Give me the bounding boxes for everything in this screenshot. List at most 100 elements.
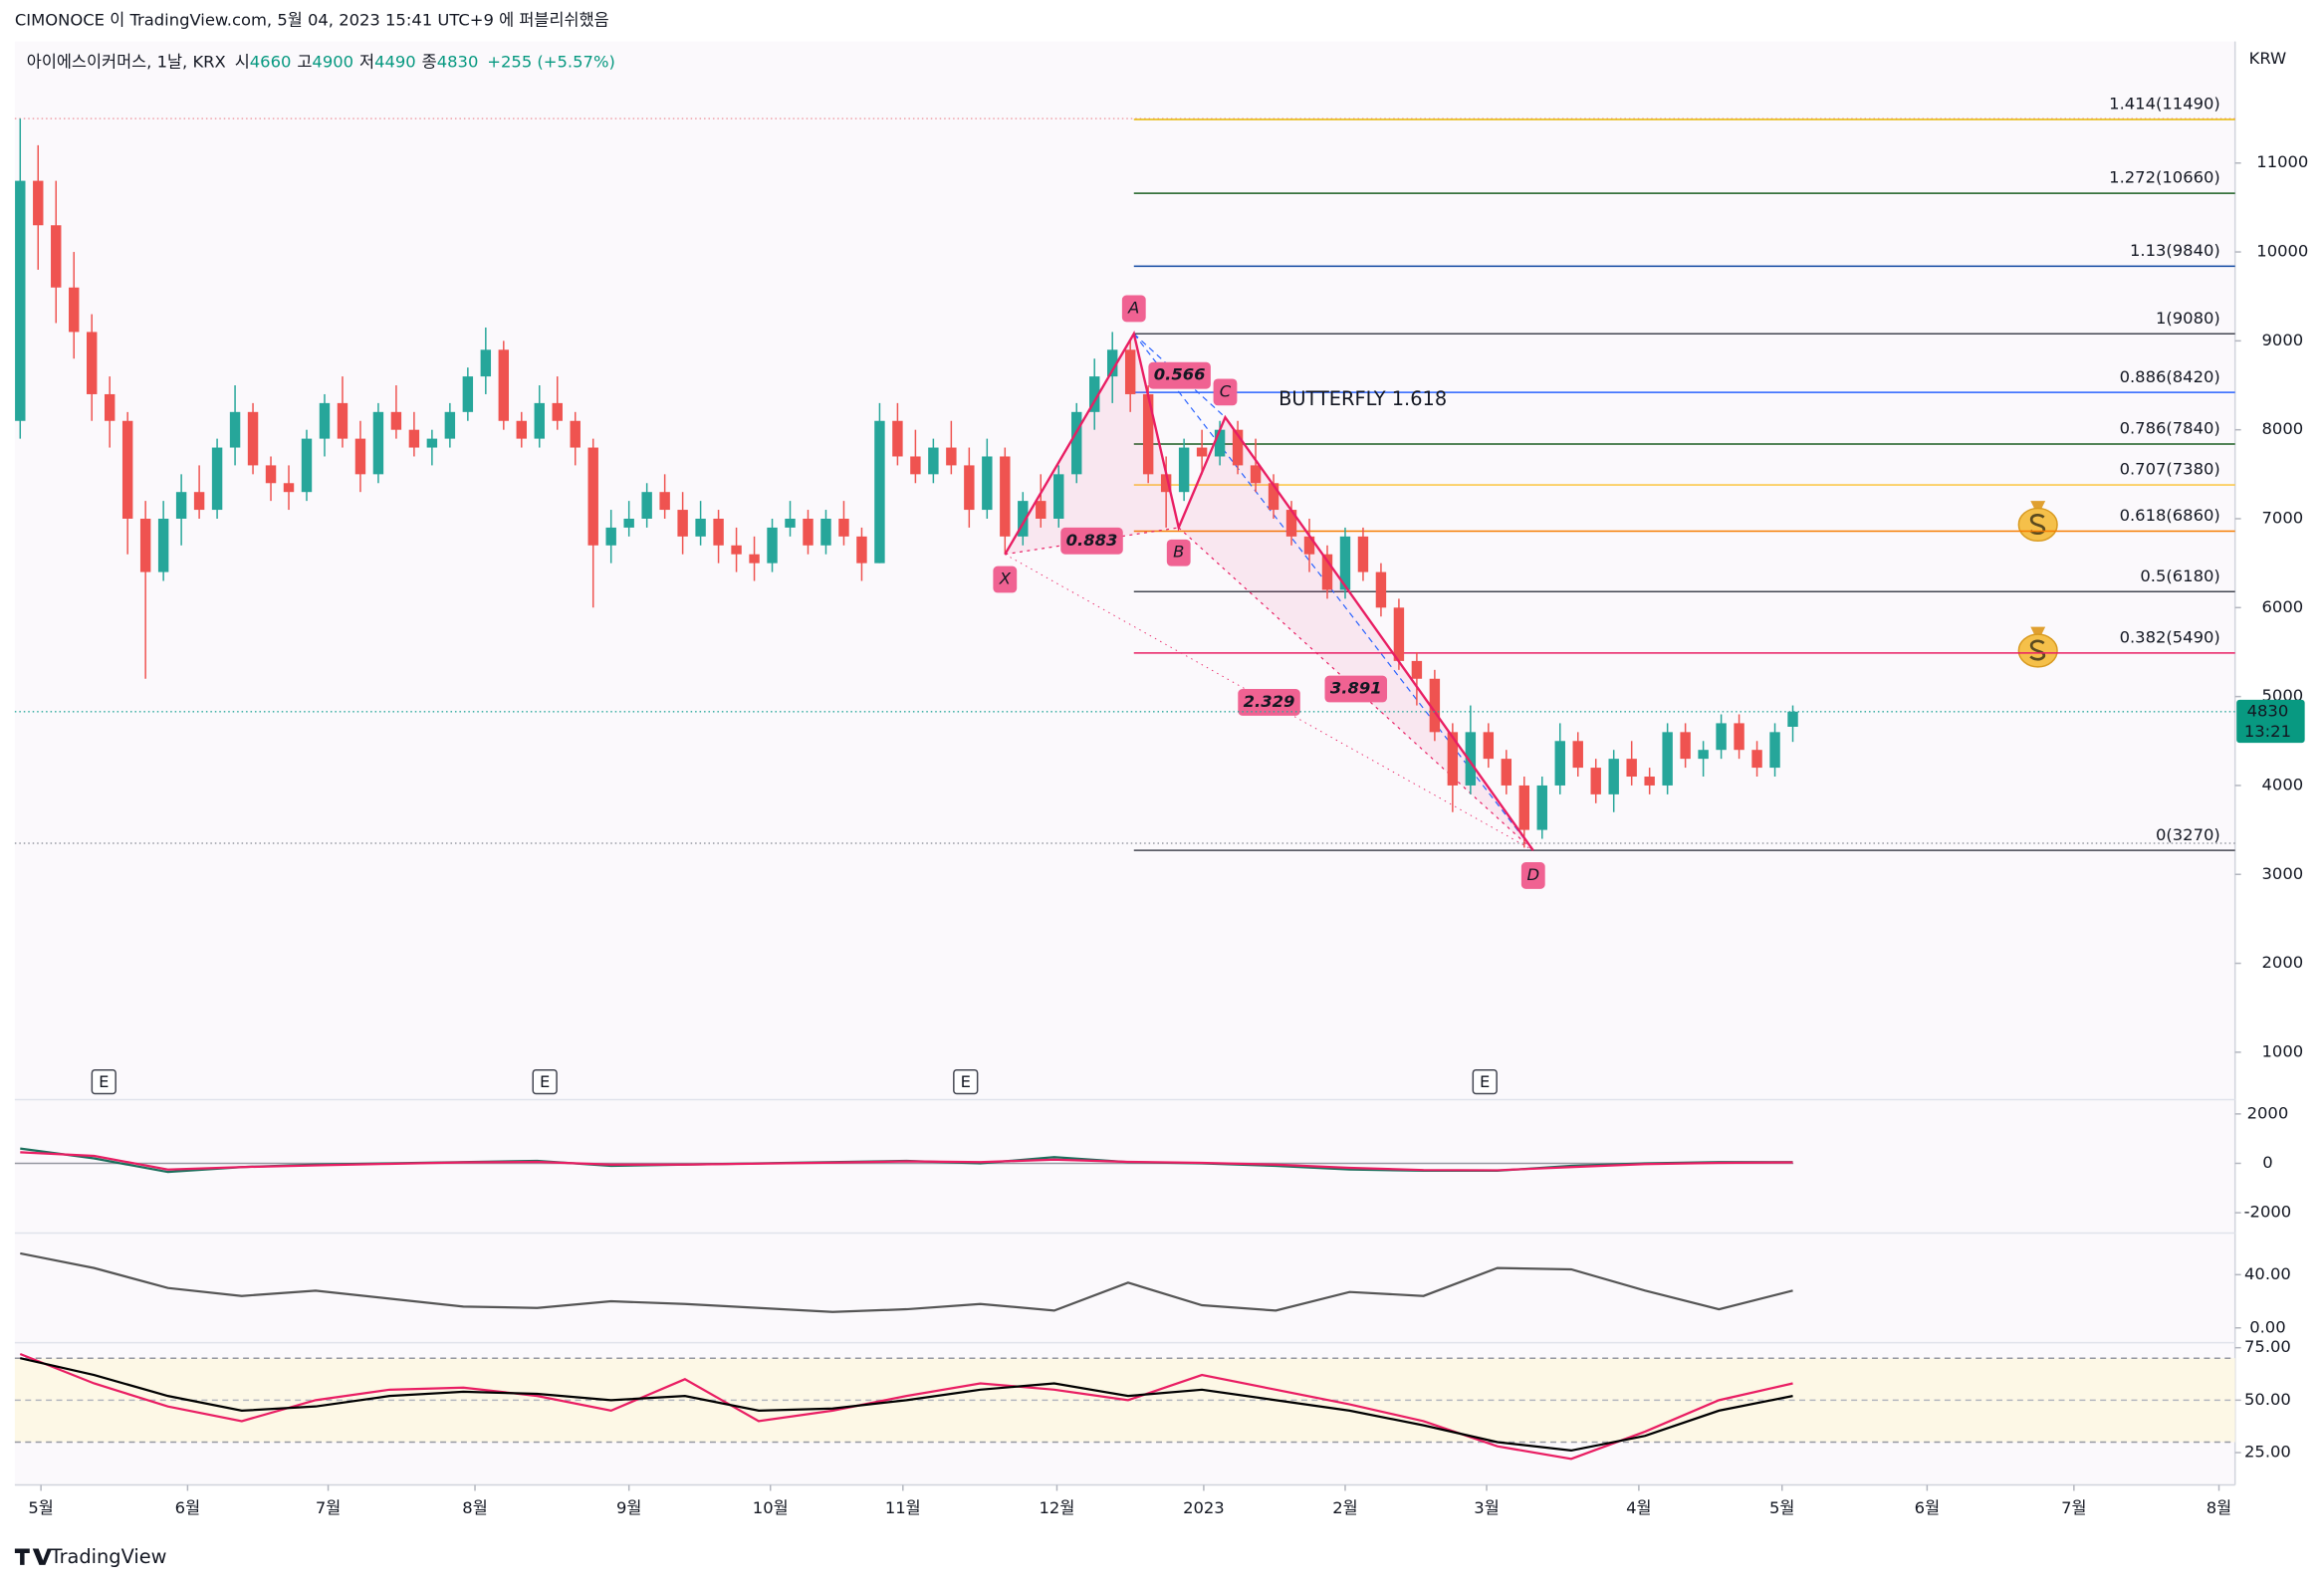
fib-label: 1.414(11490) <box>2109 95 2220 113</box>
candle-body <box>211 447 223 511</box>
currency: KRW <box>2249 49 2287 68</box>
candle-body <box>1071 411 1082 475</box>
candle-body <box>1447 732 1459 786</box>
y-tick-label: 8000 <box>2262 419 2304 438</box>
y-tick-label: 25.00 <box>2244 1443 2291 1462</box>
fib-label: 1.272(10660) <box>2109 168 2220 187</box>
pattern-fill <box>1178 417 1533 851</box>
candle-body <box>462 376 474 412</box>
candle-body <box>570 420 581 448</box>
candle-body <box>1053 474 1064 519</box>
candle-body <box>552 402 563 421</box>
indicator-line <box>20 1251 1793 1313</box>
low-label: 저 <box>359 52 374 71</box>
logo-text: TradingView <box>50 1545 167 1568</box>
y-tick-label: 0.00 <box>2249 1317 2285 1336</box>
publisher-line: CIMONOCE 이 TradingView.com, 5월 04, 2023 … <box>15 10 609 29</box>
candle-body <box>1196 447 1208 457</box>
x-tick-label: 7월 <box>2061 1498 2086 1517</box>
y-tick-label: 4000 <box>2262 775 2304 793</box>
ratio-box <box>1324 675 1388 703</box>
high-label: 고 <box>297 52 312 71</box>
close-value: 4830 <box>437 52 479 71</box>
y-tick-label: 40.00 <box>2244 1264 2291 1283</box>
fib-label: 0.382(5490) <box>2120 627 2220 646</box>
earnings-marker <box>1472 1068 1498 1095</box>
candle-body <box>785 518 796 528</box>
candle-body <box>319 402 331 439</box>
ratio-box <box>1238 689 1300 716</box>
pattern-line <box>1004 331 1534 851</box>
candle-body <box>1268 483 1279 511</box>
x-tick-label: 4월 <box>1626 1498 1651 1517</box>
x-tick-label: 9월 <box>616 1498 641 1517</box>
candle-body <box>892 420 903 457</box>
y-tick-label: 6000 <box>2262 597 2304 616</box>
x-tick-label: 8월 <box>462 1498 487 1517</box>
candle-body <box>623 518 634 528</box>
candle-body <box>408 429 420 448</box>
candle-body <box>480 349 492 377</box>
y-tick-label: -2000 <box>2244 1203 2292 1222</box>
candle-body <box>1232 429 1244 466</box>
x-tick-label: 7월 <box>316 1498 341 1517</box>
candle-body <box>157 518 169 572</box>
earnings-marker <box>953 1068 979 1095</box>
candle-body <box>1339 536 1351 590</box>
x-tick-label: 5월 <box>28 1498 53 1517</box>
ratio-box <box>1148 361 1211 389</box>
candle-body <box>731 545 742 555</box>
candle-body <box>15 180 26 421</box>
candle-body <box>337 402 349 439</box>
candle-body <box>1411 660 1423 679</box>
candle-body <box>1751 750 1762 769</box>
candle-body <box>1321 554 1333 590</box>
earnings-marker <box>532 1068 558 1095</box>
open-value: 4660 <box>250 52 292 71</box>
candle-body <box>1018 501 1029 537</box>
candle-body <box>820 518 831 546</box>
candle-body <box>390 411 402 430</box>
ratio-label: 0.883 <box>1066 531 1118 550</box>
low-value: 4490 <box>374 52 416 71</box>
candle-body <box>838 518 849 537</box>
candle-body <box>1518 785 1530 830</box>
x-tick-label: 6월 <box>1915 1498 1940 1517</box>
candle-body <box>587 447 598 546</box>
fib-label: 0.886(8420) <box>2120 367 2220 386</box>
chart-area <box>14 41 2235 1485</box>
pattern-point-label: A <box>1127 298 1139 317</box>
candle-body <box>856 536 867 564</box>
pattern-point-label: D <box>1526 865 1539 884</box>
candle-body <box>749 554 760 564</box>
candle-body <box>1089 376 1100 412</box>
candle-body <box>69 287 80 333</box>
y-tick-label: 7000 <box>2262 508 2304 527</box>
candle-body <box>1285 510 1297 537</box>
candle-body <box>193 492 205 511</box>
candle-body <box>659 492 670 511</box>
candle-body <box>1554 741 1565 786</box>
indicator-line <box>20 1151 1793 1172</box>
current-price-tag <box>2236 699 2305 744</box>
candle-body <box>677 510 688 537</box>
candle-body <box>283 483 295 493</box>
y-tick-label: 75.00 <box>2244 1337 2291 1356</box>
pattern-point-box <box>1213 378 1238 406</box>
candle-body <box>247 411 259 466</box>
candle-body <box>1626 759 1637 778</box>
candle-body <box>534 402 545 439</box>
candle-body <box>1644 777 1655 786</box>
candle-body <box>928 447 939 475</box>
candle-body <box>803 518 813 546</box>
fib-label: 1.13(9840) <box>2130 241 2220 260</box>
money-bag-icon <box>2017 501 2058 543</box>
x-tick-label: 3월 <box>1474 1498 1499 1517</box>
candle-body <box>498 349 510 421</box>
candle-body <box>1000 456 1011 537</box>
candle-body <box>1734 723 1744 751</box>
candle-body <box>1698 750 1709 760</box>
candle-body <box>229 411 241 448</box>
candle-body <box>695 518 706 537</box>
candle-body <box>1303 536 1315 555</box>
